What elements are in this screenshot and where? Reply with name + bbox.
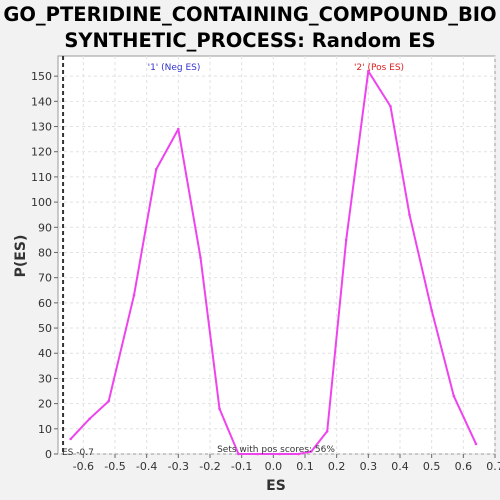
y-tick-label: 50 xyxy=(38,322,52,335)
data-point xyxy=(367,69,370,73)
y-tick-label: 110 xyxy=(31,171,52,184)
grid-layer xyxy=(58,56,496,455)
data-point xyxy=(199,256,202,259)
data-point xyxy=(132,294,136,297)
data-point xyxy=(408,213,411,216)
y-tick-label: 100 xyxy=(31,196,52,209)
x-tick-label: -0.4 xyxy=(136,460,157,473)
data-point xyxy=(344,238,348,242)
x-tick-label: -0.5 xyxy=(104,460,125,473)
data-point xyxy=(278,452,281,456)
y-tick-label: 130 xyxy=(31,121,52,134)
y-tick-label: 60 xyxy=(38,297,52,310)
x-tick-label: 0.4 xyxy=(391,460,409,473)
pos-es-label: '2' (Pos ES) xyxy=(354,63,404,73)
x-tick-label: -0.3 xyxy=(168,460,189,473)
data-point xyxy=(310,450,313,453)
series-layer xyxy=(69,69,478,456)
data-point xyxy=(452,394,456,398)
x-tick-label: 0.0 xyxy=(265,460,283,473)
y-tick-label: 20 xyxy=(38,398,52,411)
y-tick-label: 30 xyxy=(38,372,52,385)
y-axis-label: P(ES) xyxy=(13,235,29,278)
data-point xyxy=(256,452,259,456)
y-tick-label: 0 xyxy=(45,448,52,461)
pos-scores-text: Sets with pos scores: 56% xyxy=(217,445,335,455)
data-point xyxy=(218,407,221,410)
x-tick-label: 0.1 xyxy=(296,460,314,473)
data-point xyxy=(430,309,433,312)
x-tick-label: -0.1 xyxy=(231,460,252,473)
data-point xyxy=(237,452,240,456)
data-point xyxy=(154,168,158,171)
y-tick-label: 150 xyxy=(31,70,52,83)
y-tick-label: 40 xyxy=(38,347,52,360)
x-tick-label: 0.6 xyxy=(455,460,473,473)
tick-layer: 0 10 20 30 40 50 60 70 80 90 100 110 120 130 140 150 -0.… xyxy=(31,70,500,473)
data-point xyxy=(69,437,72,441)
y-tick-label: 70 xyxy=(38,272,52,285)
data-point xyxy=(389,105,392,108)
x-tick-label: 0.5 xyxy=(423,460,441,473)
y-tick-label: 90 xyxy=(38,221,52,234)
es-marker-label: ES -0.7 xyxy=(62,448,94,458)
y-tick-label: 10 xyxy=(38,423,52,436)
x-tick-label: 0.7 xyxy=(486,460,500,473)
data-point xyxy=(177,127,180,131)
data-point xyxy=(88,417,91,421)
x-axis-label: ES xyxy=(266,478,286,494)
annotation-layer: '1' (Neg ES) '2' (Pos ES) ES -0.7 Sets w… xyxy=(62,63,404,458)
x-tick-label: 0.3 xyxy=(360,460,378,473)
data-point xyxy=(325,430,329,433)
plot-background xyxy=(57,55,496,455)
data-point xyxy=(107,399,110,403)
x-tick-label: 0.2 xyxy=(328,460,346,473)
x-tick-label: -0.2 xyxy=(199,460,220,473)
y-tick-label: 80 xyxy=(38,246,52,259)
y-tick-label: 140 xyxy=(31,95,52,108)
data-point xyxy=(297,452,300,456)
x-tick-label: -0.6 xyxy=(73,460,94,473)
chart-title-line-1: GO_PTERIDINE_CONTAINING_COMPOUND_BIO xyxy=(3,3,497,26)
y-tick-label: 120 xyxy=(31,146,52,159)
neg-es-label: '1' (Neg ES) xyxy=(148,63,201,73)
data-point xyxy=(474,442,478,446)
